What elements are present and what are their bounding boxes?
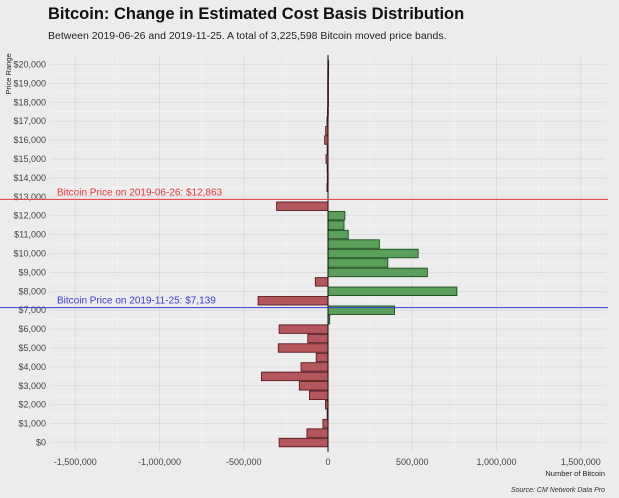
y-tick-label: $17,000 <box>13 116 46 126</box>
bar <box>327 248 419 259</box>
bar <box>327 267 428 278</box>
y-tick-label: $5,000 <box>18 343 46 353</box>
bar <box>327 220 345 230</box>
x-tick-label: 500,000 <box>396 457 429 467</box>
y-tick-label: $15,000 <box>13 154 46 164</box>
bar <box>278 437 329 448</box>
bar <box>298 381 329 391</box>
y-tick-label: $7,000 <box>18 305 46 315</box>
bar <box>306 428 329 438</box>
y-tick-label: $4,000 <box>18 362 46 372</box>
y-axis-title: Price Range <box>4 53 13 94</box>
chart-subtitle: Between 2019-06-26 and 2019-11-25. A tot… <box>48 30 447 42</box>
y-tick-label: $12,000 <box>13 211 46 221</box>
chart-title: Bitcoin: Change in Estimated Cost Basis … <box>48 5 465 23</box>
y-tick-label: $19,000 <box>13 78 46 88</box>
bar <box>327 286 458 297</box>
y-tick-label: $9,000 <box>18 267 46 277</box>
bar <box>277 343 329 353</box>
y-tick-label: $10,000 <box>13 249 46 259</box>
y-tick-label: $2,000 <box>18 400 46 410</box>
y-tick-label: $20,000 <box>13 59 46 69</box>
y-tick-label: $0 <box>36 438 46 448</box>
x-tick-label: 0 <box>325 457 330 467</box>
x-tick-label: 1,000,000 <box>476 457 516 467</box>
bar <box>260 371 329 382</box>
x-tick-label: -1,000,000 <box>138 457 181 467</box>
x-tick-label: 1,500,000 <box>561 457 601 467</box>
bar <box>278 324 329 334</box>
x-tick-label: -1,500,000 <box>54 457 97 467</box>
bar <box>327 229 349 240</box>
x-tick-label: -500,000 <box>226 457 262 467</box>
bar <box>315 352 329 363</box>
bar <box>276 201 329 211</box>
bar <box>257 296 329 306</box>
bar <box>322 418 329 429</box>
y-tick-label: $18,000 <box>13 97 46 107</box>
y-tick-label: $1,000 <box>18 419 46 429</box>
bar <box>327 210 346 221</box>
bar <box>327 239 380 249</box>
bar <box>307 333 329 344</box>
y-tick-label: $6,000 <box>18 324 46 334</box>
x-axis-title: Number of Bitcoin <box>545 469 605 478</box>
bar <box>324 135 329 145</box>
bar <box>327 258 389 268</box>
price-annotation: Bitcoin Price on 2019-06-26: $12,863 <box>57 187 223 198</box>
y-tick-label: $14,000 <box>13 173 46 183</box>
y-tick-label: $16,000 <box>13 135 46 145</box>
y-tick-label: $11,000 <box>14 230 46 240</box>
y-tick-label: $13,000 <box>13 192 46 202</box>
y-tick-label: $3,000 <box>18 381 46 391</box>
price-annotation: Bitcoin Price on 2019-11-25: $7,139 <box>57 296 216 307</box>
bar <box>300 362 329 372</box>
source-note: Source: CM Network Data Pro <box>511 487 605 494</box>
bar <box>314 277 329 287</box>
bar <box>309 390 329 400</box>
y-tick-label: $8,000 <box>18 286 46 296</box>
